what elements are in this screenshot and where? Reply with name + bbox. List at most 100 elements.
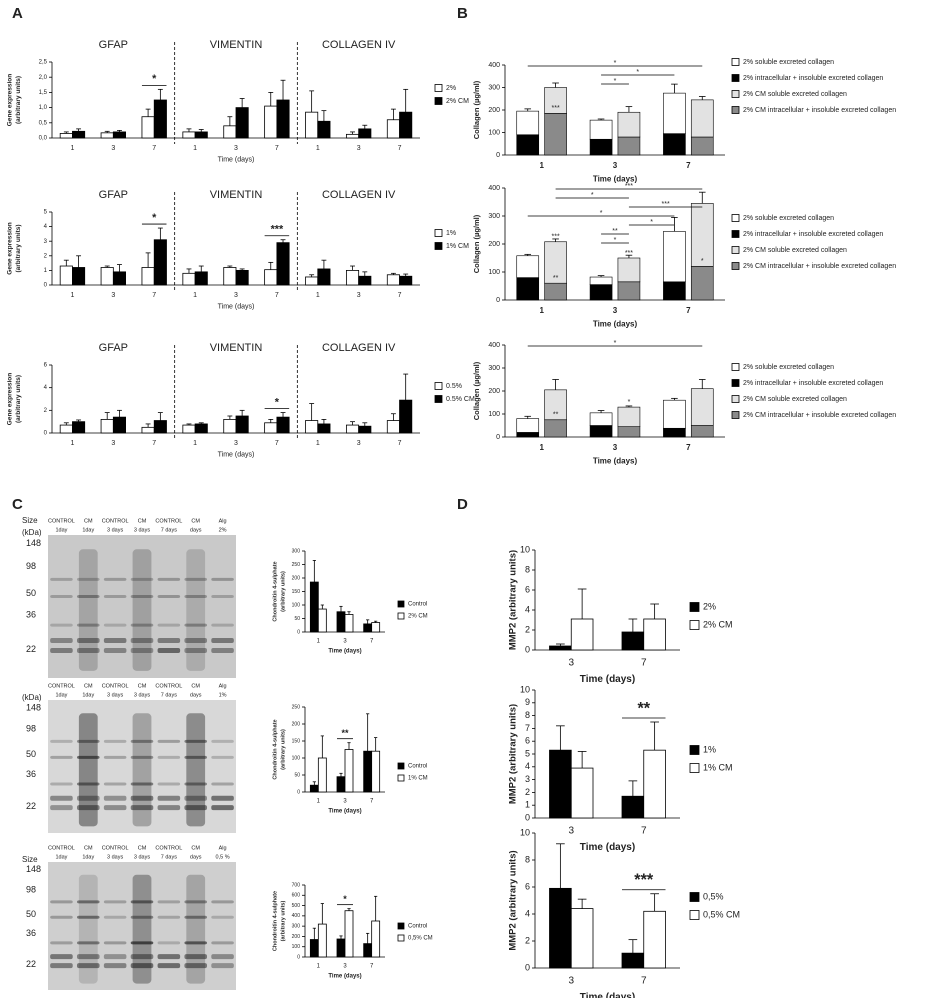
lane-label: Alg <box>219 518 227 524</box>
error-bar <box>552 238 559 242</box>
bar <box>194 131 208 139</box>
blot-band <box>211 941 234 945</box>
segment-label: * <box>701 258 704 265</box>
error-bar <box>390 413 396 421</box>
size-label: 98 <box>26 561 36 571</box>
error-bar <box>117 129 122 132</box>
blot-band <box>184 595 207 599</box>
lane-label: 1day <box>55 527 67 533</box>
group-title: GFAP <box>99 342 128 354</box>
error-bar <box>227 415 233 420</box>
bar <box>358 425 372 434</box>
bar <box>223 418 237 434</box>
error-bar <box>312 781 316 786</box>
error-bar <box>374 620 378 623</box>
legend-swatch <box>731 58 740 66</box>
bar <box>112 131 127 139</box>
error-bar <box>186 423 192 426</box>
bar <box>549 749 572 819</box>
error-bar <box>117 409 122 418</box>
bar <box>264 105 278 139</box>
y-tick-label: 100 <box>292 944 301 950</box>
legend-label: 1% CM <box>446 243 469 250</box>
bar <box>371 622 381 633</box>
error-bar <box>347 742 351 750</box>
bar <box>621 631 645 651</box>
bar <box>309 581 319 633</box>
y-tick-label: 0 <box>525 962 530 972</box>
error-bar <box>227 265 233 268</box>
bar-segment <box>663 92 686 134</box>
lane-label: CONTROL <box>102 518 129 524</box>
significance-label: ** <box>637 699 650 717</box>
lane-label: days <box>190 692 202 698</box>
bar <box>59 424 73 434</box>
x-axis-label: Time (days) <box>593 174 638 183</box>
blot-band <box>77 805 100 811</box>
legend-label: Control <box>408 602 427 608</box>
group-title: COLLAGEN IV <box>322 39 396 51</box>
error-bar <box>625 106 633 113</box>
bar-segment <box>617 136 641 156</box>
y-tick-label: 0 <box>297 629 300 635</box>
legend-swatch <box>731 363 740 371</box>
error-bar <box>76 419 82 422</box>
error-bar <box>403 373 409 401</box>
bar <box>153 420 167 434</box>
blot-band <box>157 795 181 801</box>
error-bar <box>186 128 192 132</box>
y-tick-label: 300 <box>488 84 500 91</box>
lane-label: CONTROL <box>155 683 182 689</box>
bar <box>643 749 666 819</box>
blot-band <box>50 941 73 945</box>
y-axis-label: MMP2 (arbitrary units) <box>508 850 519 950</box>
error-bar <box>671 83 678 94</box>
blot-band <box>157 577 181 581</box>
y-axis-label: (arbitrary units) <box>280 901 286 942</box>
x-tick-label: 1 <box>539 161 544 170</box>
x-tick-label: 1 <box>193 292 197 299</box>
error-bar <box>76 255 82 268</box>
group-title: GFAP <box>99 39 128 51</box>
legend-swatch <box>689 745 700 755</box>
bar-segment <box>690 99 714 138</box>
bar-segment <box>516 432 540 438</box>
bar-segment <box>516 110 540 136</box>
legend-swatch <box>731 411 740 419</box>
y-tick-label: 1,0 <box>39 105 48 111</box>
lane-label: 1day <box>82 854 94 860</box>
significance-label: * <box>614 237 617 244</box>
y-tick-label: 8 <box>525 710 530 720</box>
x-tick-label: 3 <box>111 292 115 299</box>
blot-band <box>211 954 234 960</box>
significance-label: *** <box>634 871 654 889</box>
lane-label: 7 days <box>161 854 177 860</box>
y-tick-label: 50 <box>294 772 300 778</box>
legend-swatch <box>434 97 443 105</box>
y-tick-label: 0 <box>496 152 500 159</box>
segment-label: *** <box>625 250 633 257</box>
error-bar <box>597 275 605 278</box>
bar-segment <box>690 266 714 301</box>
bar <box>399 275 413 286</box>
size-header: (kDa) <box>22 693 42 702</box>
error-bar <box>347 908 351 911</box>
y-tick-label: 7 <box>525 723 530 733</box>
blot-band <box>211 577 234 581</box>
bar <box>386 420 400 434</box>
significance-label: *** <box>271 224 284 236</box>
bar <box>549 645 572 651</box>
error-bar <box>239 268 245 271</box>
bar-segment <box>544 113 567 156</box>
error-bar <box>650 721 659 751</box>
x-tick-label: 3 <box>613 443 618 452</box>
error-bar <box>280 239 286 243</box>
legend-label: 2% CM <box>408 614 428 620</box>
group-title: COLLAGEN IV <box>322 342 396 354</box>
blot-band <box>103 577 127 581</box>
x-tick-label: 3 <box>343 799 347 805</box>
bar <box>264 269 278 286</box>
y-tick-label: 400 <box>292 913 301 919</box>
blot-band <box>130 739 154 743</box>
